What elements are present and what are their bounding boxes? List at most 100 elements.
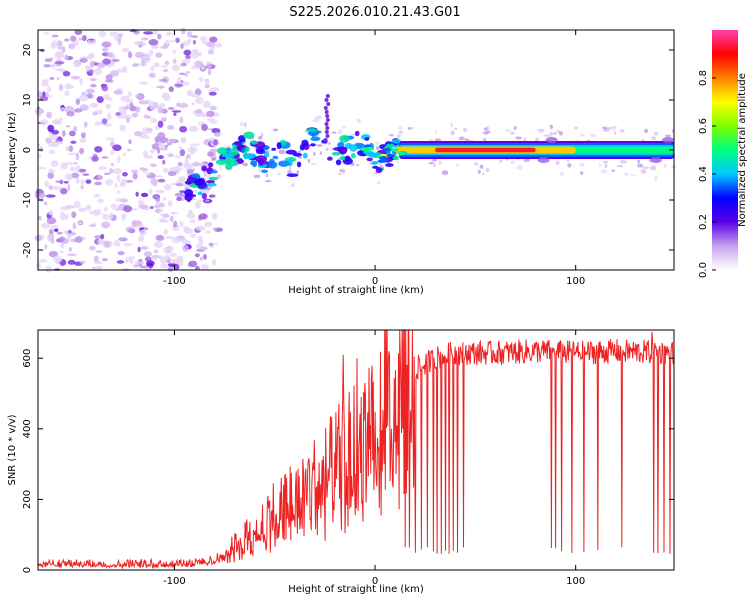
noise-blob: [48, 168, 55, 174]
noise-blob: [73, 200, 81, 209]
noise-blob: [189, 143, 200, 147]
noise-blob: [204, 84, 210, 89]
ridge-halo-blob: [623, 172, 630, 176]
ridge-halo-blob: [616, 164, 624, 168]
colorbar-ticks: 0.0 0.2 0.4 0.6 0.8: [698, 70, 716, 278]
noise-blob: [60, 107, 66, 111]
noise-blob: [118, 237, 128, 242]
noise-blob: [142, 127, 152, 135]
noise-blob: [70, 35, 76, 42]
ridge-blob: [375, 167, 383, 174]
noise-blob: [132, 63, 139, 68]
ridge-halo-blob: [434, 138, 442, 142]
snr-ytick-label: 0: [22, 567, 33, 573]
noise-blob: [65, 83, 72, 90]
noise-blob: [123, 243, 134, 247]
noise-blob: [157, 178, 166, 183]
noise-blob: [132, 172, 138, 180]
noise-blob: [144, 266, 150, 272]
ridge-halo-blob: [239, 122, 244, 127]
snr-ytick-label: 600: [22, 349, 33, 368]
spike-blob: [326, 102, 331, 106]
noise-blob: [160, 65, 168, 68]
noise-blob: [67, 253, 77, 257]
ridge-halo-blob: [510, 160, 516, 164]
noise-blob: [67, 229, 72, 234]
ridge-halo-blob: [549, 131, 553, 136]
spike-blob: [324, 98, 329, 102]
noise-blob: [138, 81, 149, 85]
noise-blob: [186, 212, 196, 219]
noise-blob: [90, 69, 94, 74]
ridge-halo-blob: [307, 159, 311, 163]
noise-blob: [87, 53, 94, 60]
noise-blob: [116, 68, 125, 73]
noise-blob: [48, 149, 56, 155]
transition-blob: [364, 146, 375, 151]
noise-blob: [206, 41, 216, 48]
noise-blob: [159, 147, 168, 151]
noise-blob: [134, 94, 143, 98]
noise-blob: [46, 217, 57, 225]
ridge-halo-blob: [205, 199, 210, 203]
noise-blob: [57, 40, 63, 47]
noise-blob: [94, 265, 103, 270]
ridge-halo-blob: [312, 118, 320, 123]
ridge-halo-blob: [479, 164, 484, 169]
noise-blob: [163, 68, 168, 73]
ridge-halo-blob: [559, 171, 565, 177]
noise-blob: [143, 251, 152, 257]
noise-blob: [132, 112, 139, 118]
noise-blob: [115, 208, 120, 211]
noise-blob: [120, 95, 126, 102]
noise-blob: [58, 84, 64, 92]
noise-blob: [155, 197, 161, 203]
noise-blob: [139, 229, 147, 236]
noise-blob: [46, 86, 52, 93]
spike-blob: [324, 130, 329, 134]
noise-blob: [207, 49, 214, 55]
ridge-blob: [299, 144, 305, 151]
noise-blob: [127, 90, 132, 98]
noise-blob: [121, 213, 127, 219]
noise-blob: [208, 242, 214, 247]
noise-blob: [77, 168, 87, 173]
ridge-halo-blob: [644, 128, 649, 134]
spike-blob: [324, 110, 329, 114]
noise-blob: [79, 104, 89, 111]
noise-blob: [148, 49, 154, 56]
noise-blob: [140, 192, 149, 198]
ridge-halo-blob: [619, 160, 627, 164]
noise-blob: [194, 96, 204, 105]
noise-blob: [185, 71, 190, 74]
transition-blob: [391, 148, 399, 152]
noise-blob: [149, 117, 158, 123]
noise-blob: [48, 228, 54, 235]
noise-blob: [199, 256, 203, 262]
noise-blob: [44, 244, 48, 250]
ridge-blob: [335, 159, 342, 166]
noise-blob: [124, 257, 129, 264]
noise-blob: [77, 207, 87, 213]
noise-blob: [94, 121, 103, 126]
noise-blob: [155, 175, 163, 178]
ridge-halo-blob: [272, 128, 279, 132]
noise-blob: [167, 266, 174, 272]
noise-blob: [135, 106, 141, 113]
noise-blob: [102, 94, 111, 100]
noise-blob: [139, 56, 149, 60]
noise-blob: [45, 194, 56, 198]
ridge-blob: [197, 191, 203, 196]
ridge-halo-blob: [637, 159, 640, 164]
ridge-blob: [186, 197, 192, 202]
noise-blob: [163, 228, 169, 235]
noise-blob: [180, 62, 187, 67]
noise-blob: [85, 179, 92, 184]
noise-blob: [94, 146, 103, 153]
noise-blob: [205, 61, 213, 65]
noise-blob: [212, 258, 217, 266]
noise-blob: [148, 188, 153, 195]
noise-blob: [60, 206, 70, 211]
ridge-blob: [278, 160, 290, 167]
noise-blob: [117, 37, 122, 45]
